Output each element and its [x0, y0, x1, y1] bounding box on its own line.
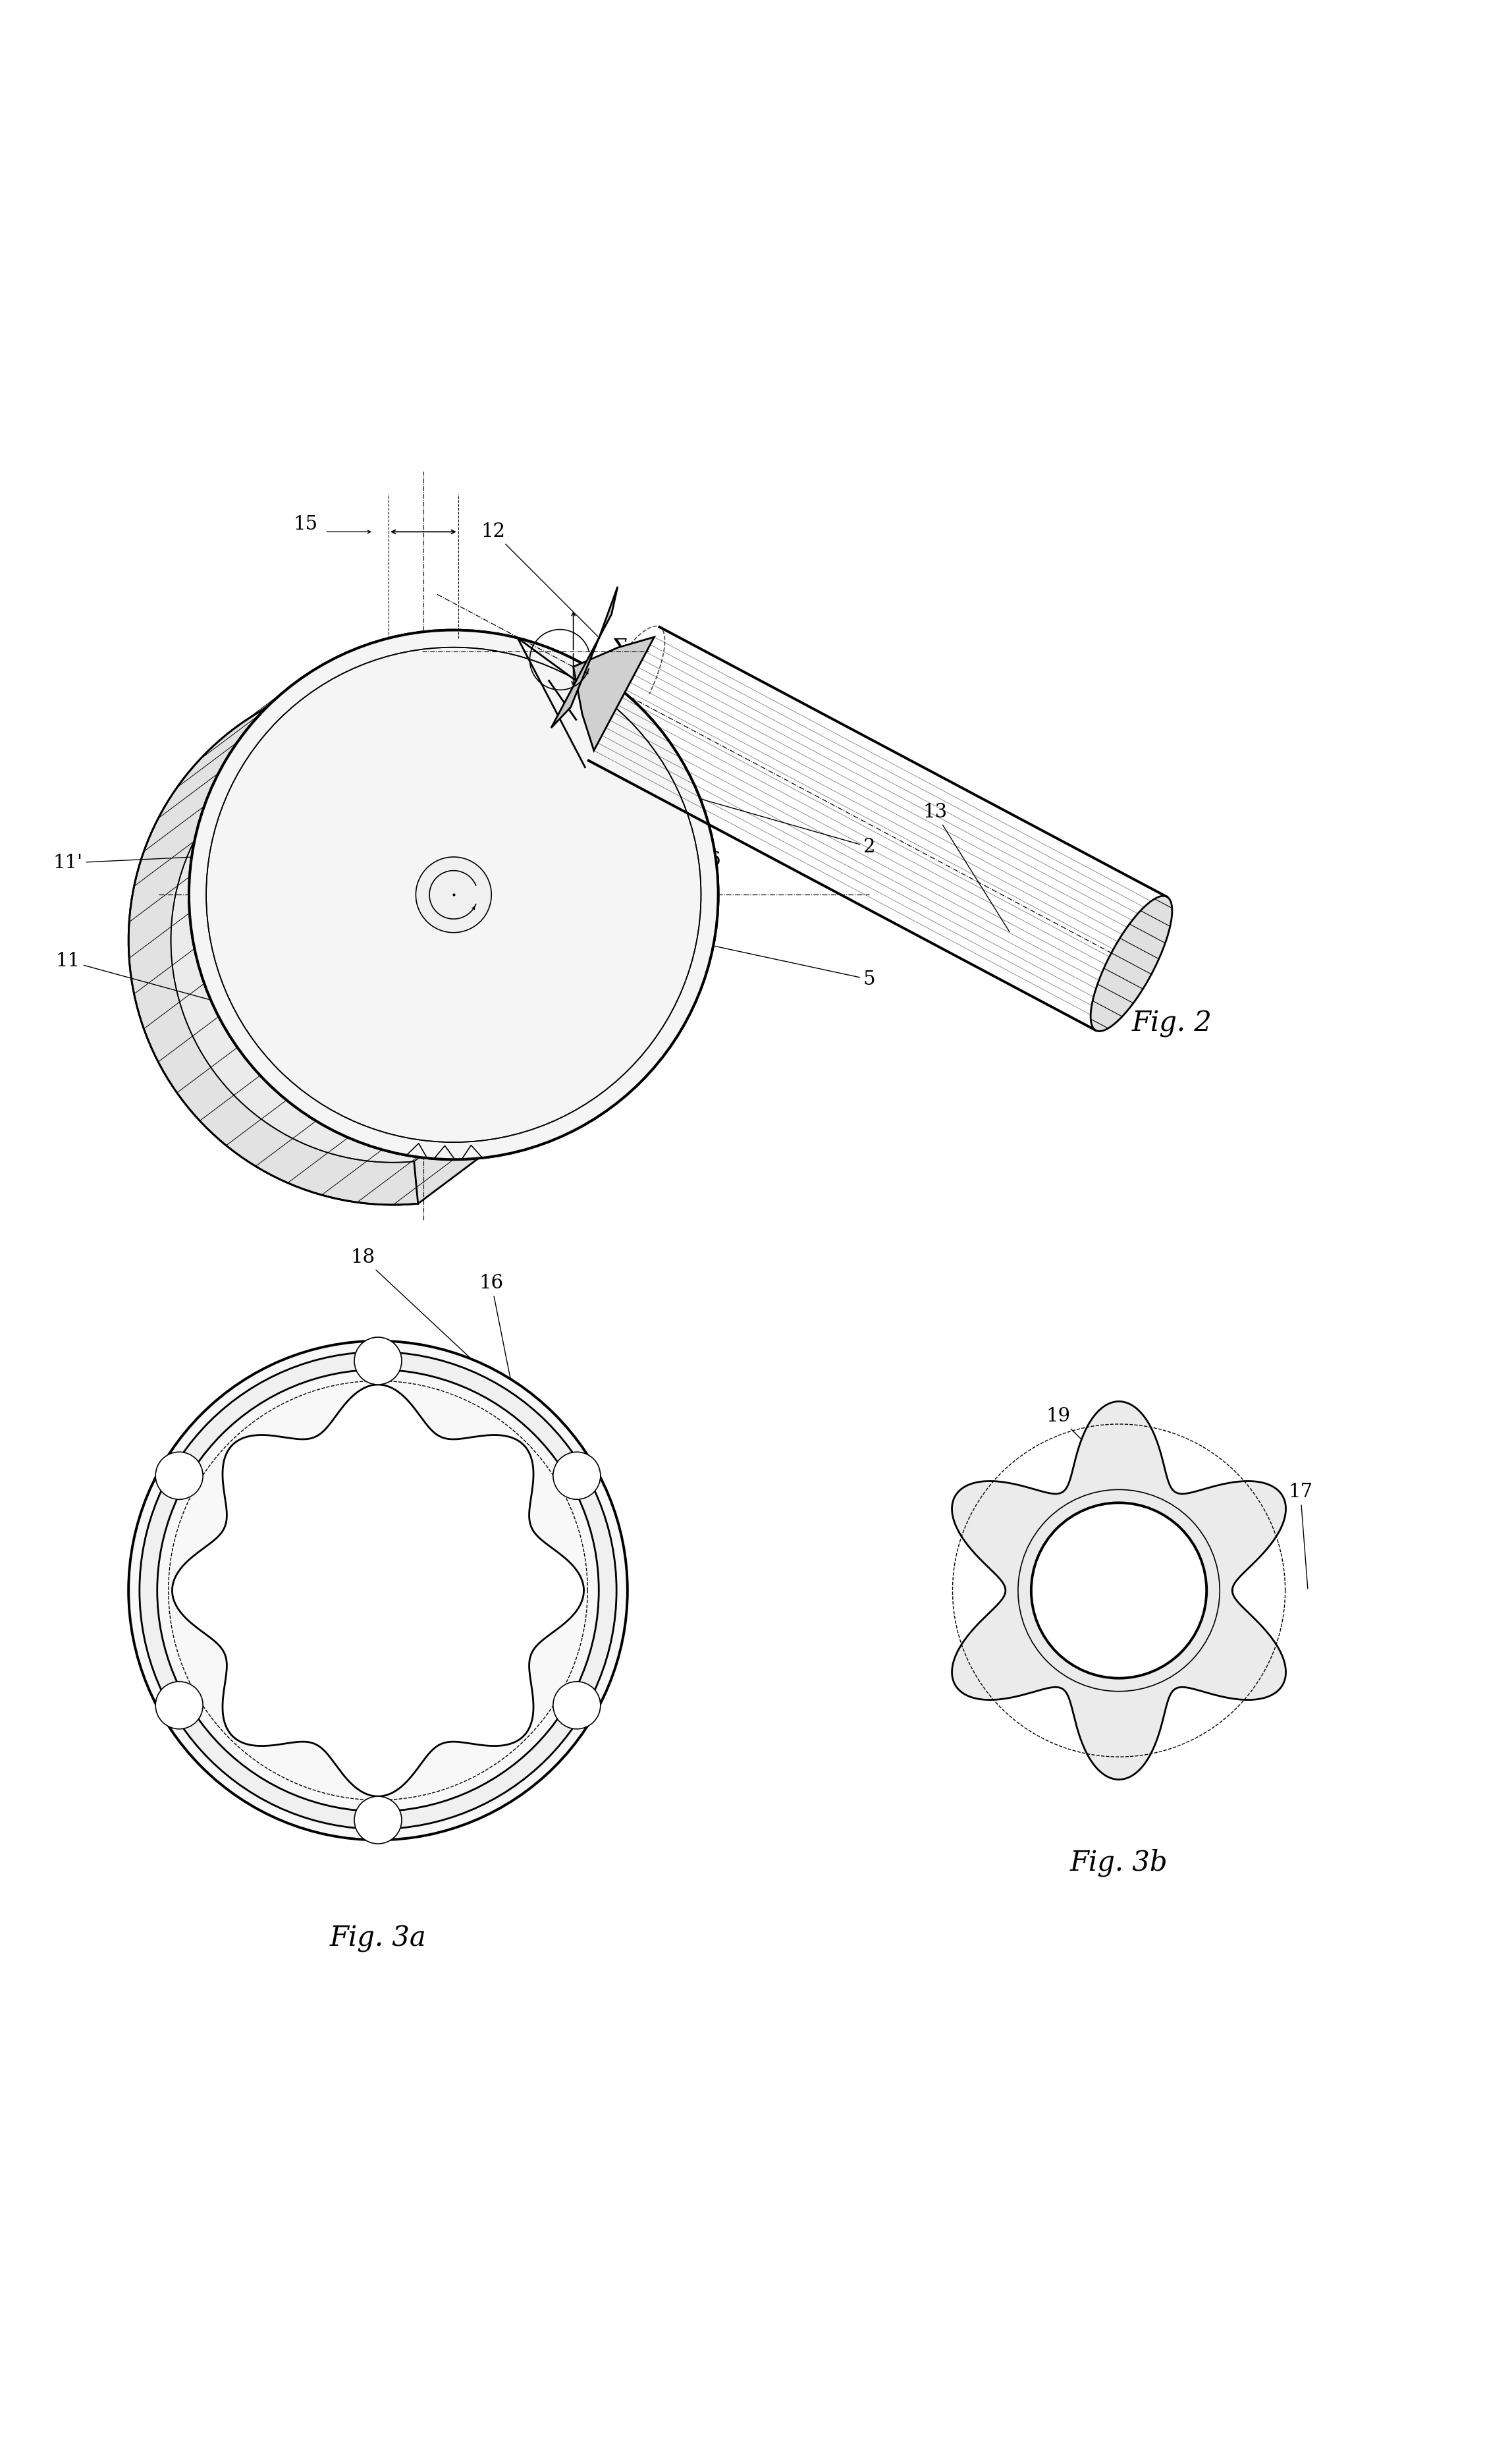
Polygon shape — [552, 587, 617, 727]
Polygon shape — [172, 1385, 584, 1797]
Text: Fig. 3b: Fig. 3b — [1070, 1849, 1167, 1876]
Circle shape — [139, 1353, 617, 1829]
Polygon shape — [171, 673, 475, 1164]
Circle shape — [189, 631, 718, 1159]
Polygon shape — [129, 631, 478, 1205]
Text: 6: 6 — [611, 756, 721, 869]
Circle shape — [189, 631, 718, 1159]
Text: 15: 15 — [293, 516, 318, 533]
Text: 12: 12 — [481, 523, 597, 636]
Text: 2: 2 — [575, 764, 875, 857]
Polygon shape — [953, 1402, 1285, 1780]
Circle shape — [354, 1338, 402, 1385]
Text: 14: 14 — [410, 668, 572, 707]
Circle shape — [354, 1797, 402, 1844]
Text: Σ: Σ — [611, 638, 626, 660]
Text: Fig. 2: Fig. 2 — [1131, 1009, 1213, 1036]
Polygon shape — [573, 636, 655, 751]
Circle shape — [553, 1682, 600, 1728]
Circle shape — [157, 1370, 599, 1812]
Text: 18: 18 — [351, 1250, 470, 1358]
Circle shape — [156, 1451, 203, 1500]
Text: Fig. 3a: Fig. 3a — [330, 1925, 426, 1952]
Text: 19: 19 — [1046, 1407, 1117, 1475]
Text: 11: 11 — [56, 953, 405, 1053]
Circle shape — [416, 857, 491, 933]
Text: 13: 13 — [922, 803, 1010, 933]
Circle shape — [156, 1682, 203, 1728]
Text: 17: 17 — [1288, 1483, 1312, 1588]
Text: 5: 5 — [600, 921, 875, 989]
Polygon shape — [1090, 896, 1172, 1031]
Circle shape — [553, 1451, 600, 1500]
Circle shape — [129, 1340, 627, 1839]
Text: 11': 11' — [53, 847, 399, 872]
Text: 16: 16 — [479, 1274, 519, 1421]
Circle shape — [1031, 1502, 1207, 1679]
